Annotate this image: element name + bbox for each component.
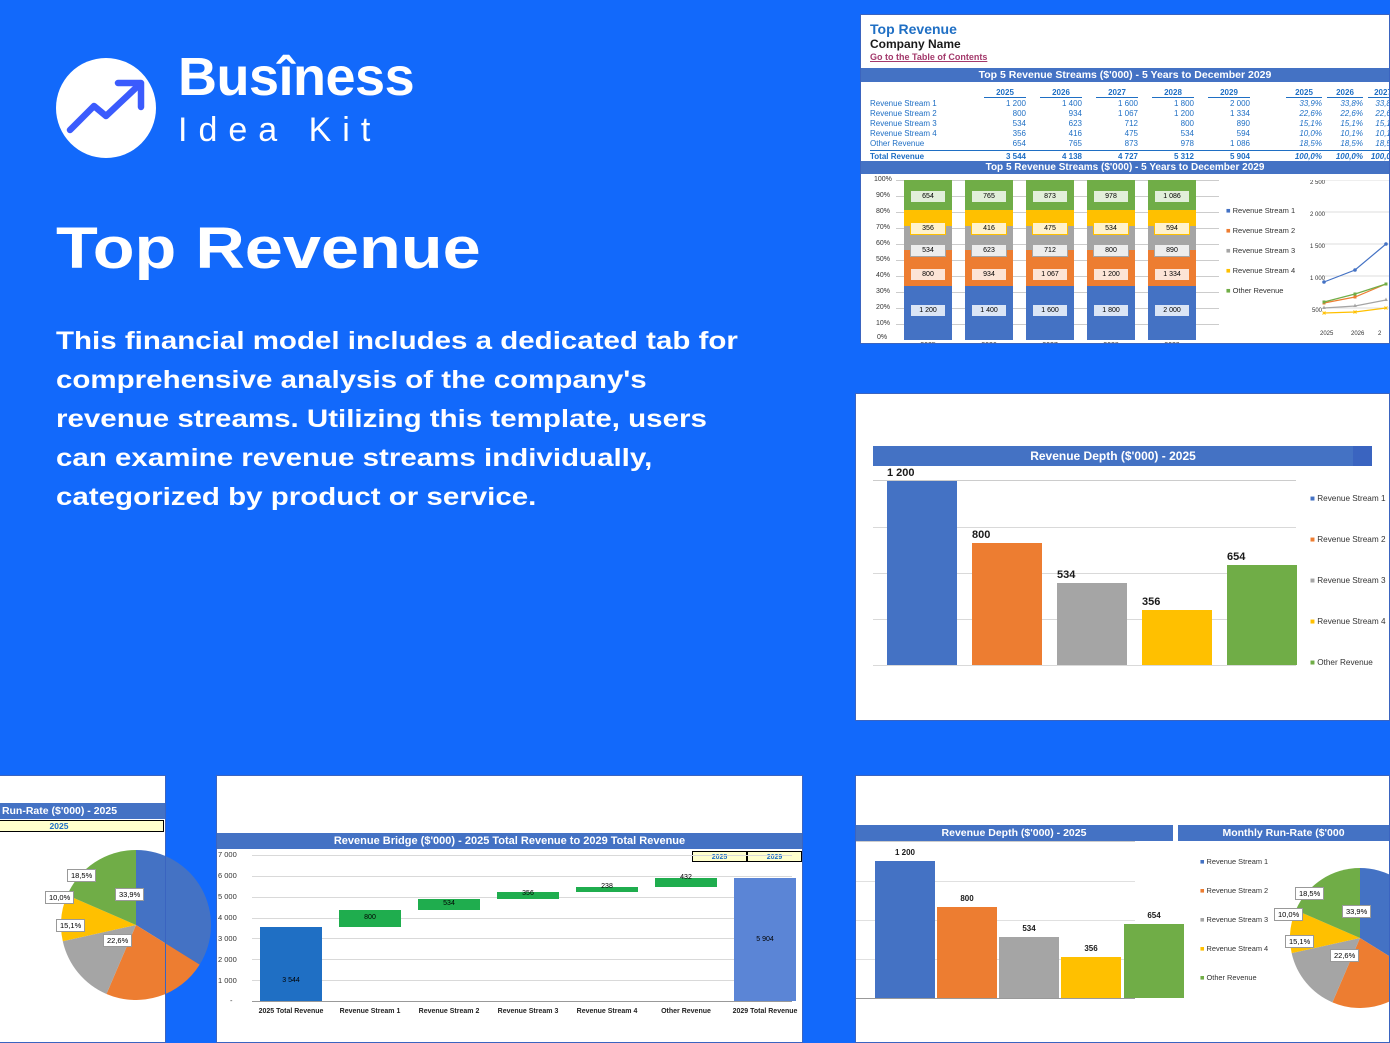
svg-text:2026: 2026 bbox=[1351, 331, 1365, 337]
svg-text:2025: 2025 bbox=[1320, 331, 1334, 337]
svg-text:2 000: 2 000 bbox=[1310, 212, 1326, 218]
svg-text:2 500: 2 500 bbox=[1310, 180, 1326, 186]
svg-text:2: 2 bbox=[1378, 331, 1382, 337]
svg-text:500: 500 bbox=[1312, 308, 1323, 314]
svg-text:1 500: 1 500 bbox=[1310, 244, 1326, 250]
